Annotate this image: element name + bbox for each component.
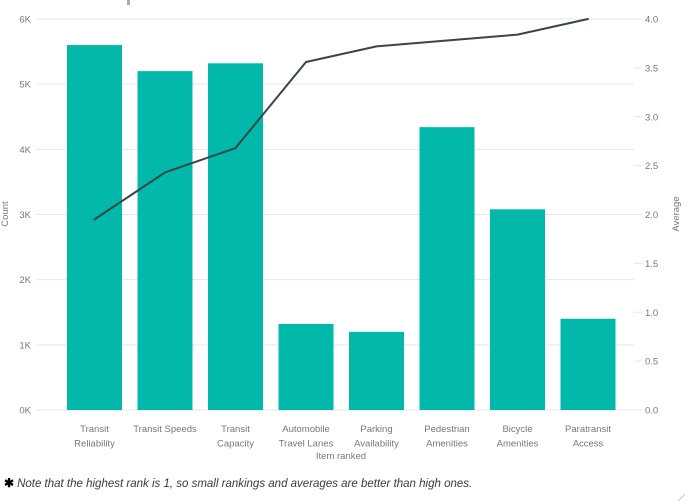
y-right-tick-label: 0.5 (645, 357, 658, 368)
y-left-tick-label: 5K (19, 80, 31, 91)
y-right-tick-label: 2.5 (645, 161, 658, 172)
y-right-tick-label: 4.0 (645, 15, 658, 26)
y-left-tick-label: 0K (19, 406, 31, 417)
x-category-label: Bicycle Amenities (497, 424, 539, 450)
y-axis-title-left: Count (0, 201, 11, 227)
x-category-label: Paratransit Access (565, 424, 611, 450)
x-category-label: Parking Availability (354, 424, 399, 450)
y-axis-title-right: Average (671, 196, 682, 232)
y-left-tick-label: 3K (19, 210, 31, 221)
y-left-tick-label: 1K (19, 340, 31, 351)
y-right-tick-label: 1.0 (645, 308, 658, 319)
x-category-label: Pedestrian Amenities (424, 424, 469, 450)
x-category-label: Automobile Travel Lanes (279, 424, 334, 450)
x-category-label: Transit Speeds (133, 424, 197, 435)
cropped-title-remnant (127, 0, 130, 5)
y-left-tick-label: 6K (19, 15, 31, 26)
bar-automobile-travel-lanes[interactable] (278, 323, 334, 410)
y-left-tick-label: 2K (19, 275, 31, 286)
y-right-tick-label: 2.0 (645, 210, 658, 221)
y-right-tick-label: 1.5 (645, 259, 658, 270)
y-left-tick-label: 4K (19, 145, 31, 156)
bar-transit-capacity[interactable] (208, 63, 263, 411)
bar-pedestrian-amenities[interactable] (419, 127, 475, 410)
y-right-tick-label: 0.0 (645, 406, 658, 417)
footnote: ✱ Note that the highest rank is 1, so sma… (4, 475, 664, 492)
bar-bicycle-amenities[interactable] (490, 209, 545, 410)
bar-transit-speeds[interactable] (137, 71, 193, 410)
x-axis-title: Item ranked (315, 451, 367, 462)
average-line-series[interactable] (93, 18, 589, 221)
bar-transit-reliability[interactable] (67, 45, 122, 411)
bar-parking-availability[interactable] (349, 331, 404, 410)
x-category-label: Transit Capacity (217, 424, 254, 450)
y-right-tick-label: 3.0 (645, 112, 658, 123)
footnote-asterisk-icon: ✱ (4, 476, 15, 490)
bar-paratransit-access[interactable] (560, 318, 616, 410)
x-category-label: Transit Reliability (74, 424, 115, 450)
resize-handle-icon[interactable] (676, 492, 686, 502)
footnote-text: Note that the highest rank is 1, so smal… (17, 478, 473, 490)
y-right-tick-label: 3.5 (645, 63, 658, 74)
chart-plot-area: 0K 1K 2K 3K 4K 5K 6K 0.0 0.5 1.0 1.5 2.0 2.5 3.0 3.5 4.… (19, 15, 658, 450)
